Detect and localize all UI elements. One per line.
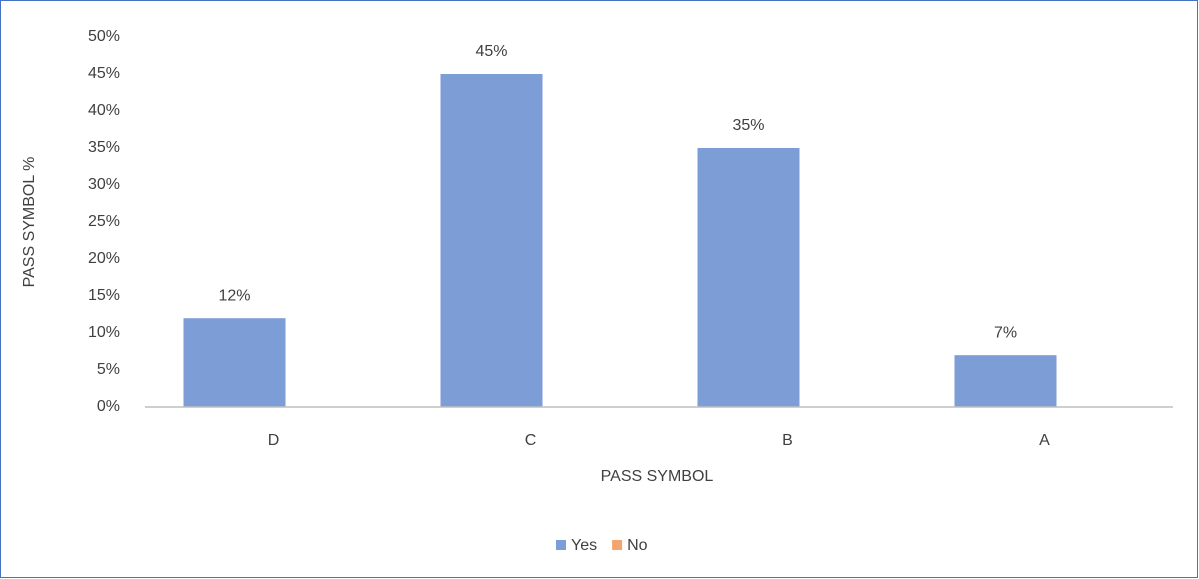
- y-tick-label: 15%: [88, 287, 120, 304]
- y-tick-label: 25%: [88, 213, 120, 230]
- x-tick-label: B: [782, 432, 793, 449]
- bar: [697, 148, 800, 407]
- legend-swatch: [556, 540, 566, 550]
- legend-label: Yes: [571, 537, 597, 554]
- y-tick-label: 30%: [88, 176, 120, 193]
- y-tick-label: 20%: [88, 250, 120, 267]
- legend-swatch: [612, 540, 623, 550]
- data-label: 45%: [475, 43, 507, 60]
- y-tick-label: 35%: [88, 139, 120, 156]
- x-tick-label: A: [1039, 432, 1050, 449]
- data-label: 12%: [218, 287, 250, 304]
- y-tick-label: 50%: [88, 28, 120, 45]
- bar: [954, 355, 1057, 407]
- legend-label: No: [627, 537, 648, 554]
- data-label: 7%: [994, 324, 1017, 341]
- y-tick-label: 0%: [97, 398, 120, 415]
- y-tick-label: 5%: [97, 361, 120, 378]
- x-tick-label: D: [268, 432, 280, 449]
- y-tick-label: 40%: [88, 102, 120, 119]
- x-tick-label: C: [525, 432, 537, 449]
- x-axis-title: PASS SYMBOL: [601, 468, 714, 485]
- bar: [183, 318, 286, 407]
- y-axis-title: PASS SYMBOL %: [21, 157, 38, 288]
- data-label: 35%: [732, 117, 764, 134]
- y-tick-label: 10%: [88, 324, 120, 341]
- y-tick-label: 45%: [88, 65, 120, 82]
- bar: [440, 74, 543, 407]
